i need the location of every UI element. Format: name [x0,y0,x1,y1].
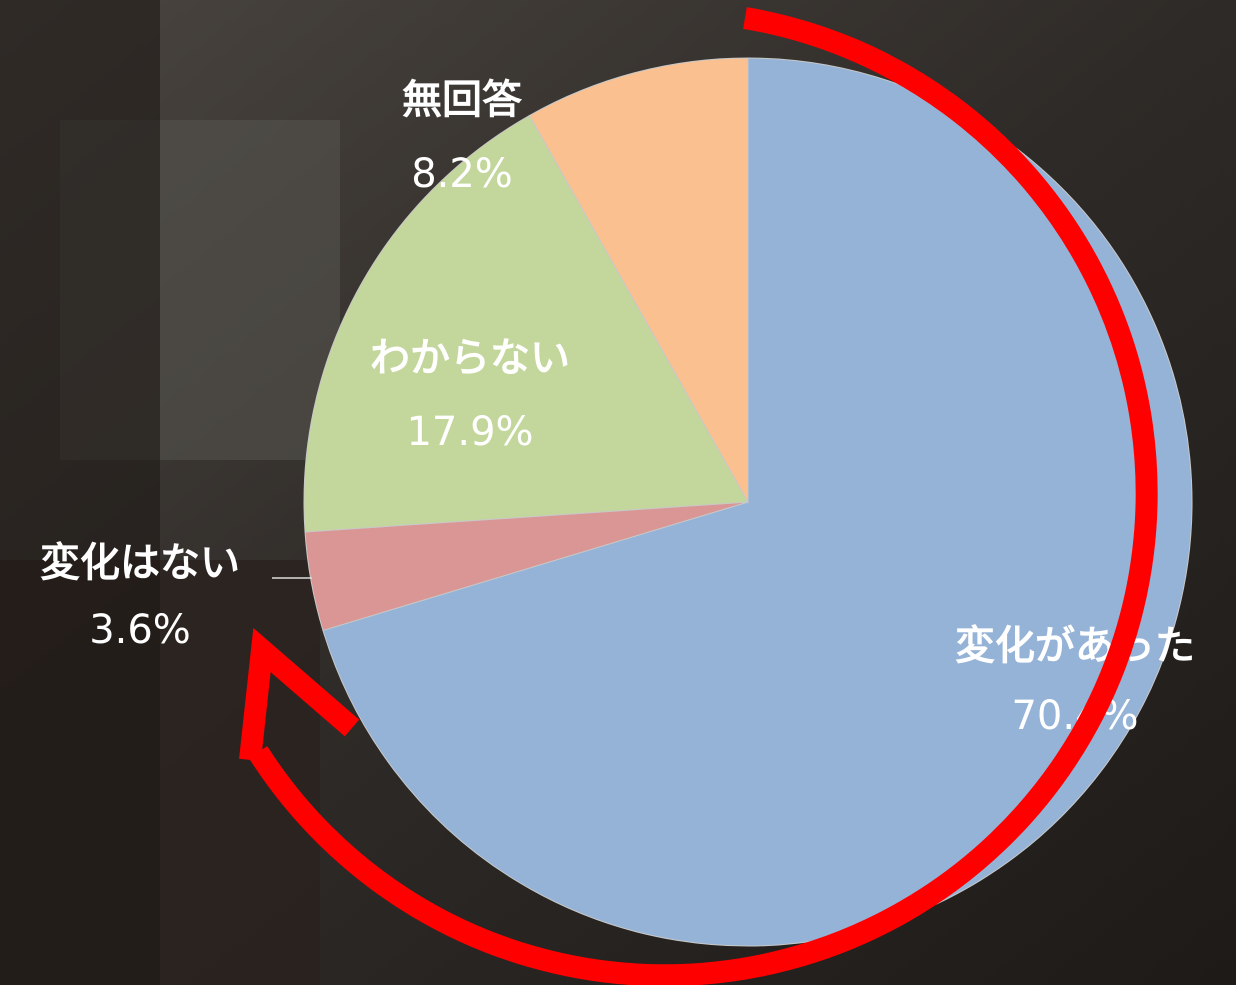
value-label: 17.9% [406,409,533,455]
value-label: 3.6% [89,607,191,653]
pie-slice [303,114,749,533]
pie-slice [528,57,749,504]
category-label: 変化はない [40,540,240,586]
value-label: 8.2% [411,151,513,197]
category-label: 変化があった [955,623,1195,669]
background-pillar [0,0,160,985]
arrow-head [239,627,360,762]
arrow-arc [248,7,1158,985]
category-label: 無回答 [402,77,523,123]
pie-slice [322,57,1193,947]
category-label: わからない [370,335,570,381]
